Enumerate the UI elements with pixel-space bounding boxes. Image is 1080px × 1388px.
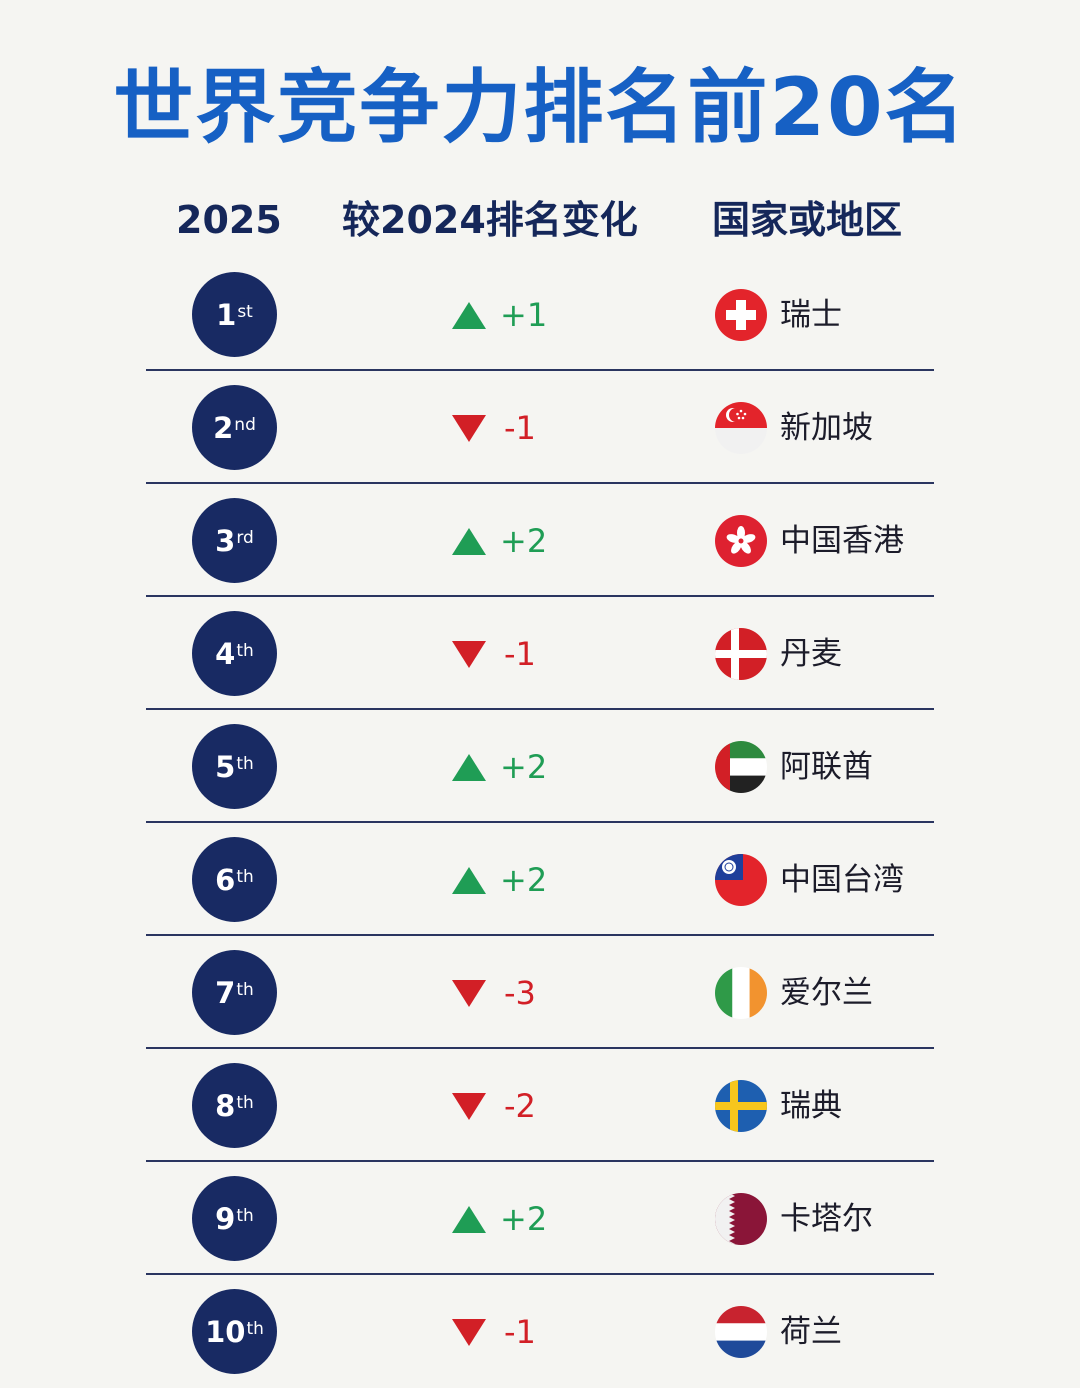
row-divider	[146, 595, 934, 597]
row-divider	[146, 1273, 934, 1275]
sweden-flag-icon	[715, 1080, 767, 1132]
down-arrow-icon	[452, 1318, 486, 1346]
rank-change: +2	[452, 1197, 547, 1241]
taiwan-flag-icon	[715, 854, 767, 906]
country-name: 荷兰	[780, 1314, 842, 1350]
row-divider	[146, 934, 934, 936]
country-name: 卡塔尔	[780, 1201, 873, 1237]
rank-change: -1	[452, 406, 536, 450]
up-arrow-icon	[452, 753, 486, 781]
row-divider	[146, 1047, 934, 1049]
rank-change: -1	[452, 632, 536, 676]
rank-change: +2	[452, 519, 547, 563]
up-arrow-icon	[452, 1205, 486, 1233]
row-divider	[146, 821, 934, 823]
country-name: 中国香港	[780, 523, 904, 559]
ireland-flag-icon	[715, 967, 767, 1019]
country-name: 中国台湾	[780, 862, 904, 898]
country-name: 新加坡	[780, 410, 873, 446]
header-rank: 2025	[176, 198, 282, 242]
country-name: 爱尔兰	[780, 975, 873, 1011]
country-name: 瑞士	[780, 297, 842, 333]
header-country: 国家或地区	[712, 198, 903, 242]
netherlands-flag-icon	[715, 1306, 767, 1358]
rank-change: -1	[452, 1310, 536, 1354]
rank-change: -3	[452, 971, 536, 1015]
row-divider	[146, 369, 934, 371]
row-divider	[146, 482, 934, 484]
table-header: 2025 较2024排名变化 国家或地区	[0, 192, 1080, 252]
up-arrow-icon	[452, 527, 486, 555]
qatar-flag-icon	[715, 1193, 767, 1245]
row-divider	[146, 708, 934, 710]
up-arrow-icon	[452, 301, 486, 329]
country-name: 丹麦	[780, 636, 842, 672]
header-change: 较2024排名变化	[342, 198, 638, 242]
rank-change: -2	[452, 1084, 536, 1128]
rank-change: +2	[452, 858, 547, 902]
denmark-flag-icon	[715, 628, 767, 680]
singapore-flag-icon	[715, 402, 767, 454]
country-name: 阿联酋	[780, 749, 873, 785]
rank-change: +2	[452, 745, 547, 789]
down-arrow-icon	[452, 1092, 486, 1120]
down-arrow-icon	[452, 979, 486, 1007]
up-arrow-icon	[452, 866, 486, 894]
down-arrow-icon	[452, 640, 486, 668]
switzerland-flag-icon	[715, 289, 767, 341]
uae-flag-icon	[715, 741, 767, 793]
down-arrow-icon	[452, 414, 486, 442]
row-divider	[146, 1160, 934, 1162]
hong-kong-flag-icon	[715, 515, 767, 567]
country-name: 瑞典	[780, 1088, 842, 1124]
page-title: 世界竞争力排名前20名	[113, 61, 967, 154]
rank-change: +1	[452, 293, 547, 337]
